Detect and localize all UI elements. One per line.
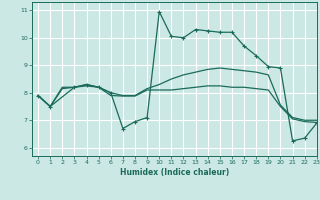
X-axis label: Humidex (Indice chaleur): Humidex (Indice chaleur)	[120, 168, 229, 177]
